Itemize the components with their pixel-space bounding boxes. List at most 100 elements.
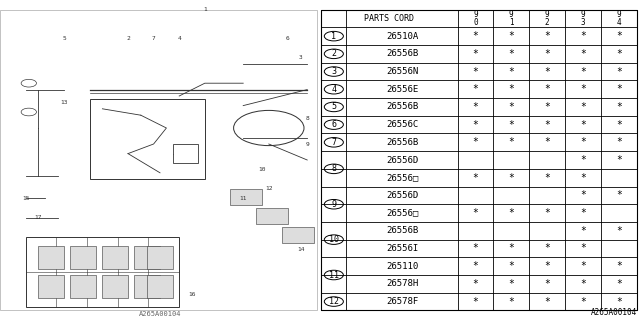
Text: *: * <box>580 102 586 112</box>
Text: 10: 10 <box>329 235 339 244</box>
Text: *: * <box>472 120 478 130</box>
Text: 16: 16 <box>188 292 196 297</box>
Text: PARTS CORD: PARTS CORD <box>364 14 415 23</box>
Text: 26556D: 26556D <box>386 156 418 164</box>
Text: 6: 6 <box>286 36 290 41</box>
Text: 12: 12 <box>265 186 273 191</box>
Text: 11: 11 <box>239 196 247 201</box>
Text: *: * <box>544 49 550 59</box>
Bar <box>70 275 96 298</box>
Text: *: * <box>616 297 622 307</box>
Text: 26556B: 26556B <box>386 102 418 111</box>
Text: 10: 10 <box>259 167 266 172</box>
Bar <box>282 227 314 243</box>
Text: *: * <box>580 120 586 130</box>
Bar <box>134 275 160 298</box>
Text: *: * <box>616 155 622 165</box>
Bar <box>70 246 96 269</box>
Text: 12: 12 <box>329 297 339 306</box>
Bar <box>38 275 64 298</box>
Text: 26556□: 26556□ <box>386 209 418 218</box>
Text: 265110: 265110 <box>386 262 418 271</box>
Text: *: * <box>580 67 586 76</box>
Text: 15: 15 <box>22 196 29 201</box>
Bar <box>321 10 637 310</box>
Text: *: * <box>544 279 550 289</box>
Text: *: * <box>580 261 586 271</box>
Text: 9
0: 9 0 <box>473 10 478 27</box>
Text: *: * <box>616 49 622 59</box>
Text: 5: 5 <box>332 102 337 111</box>
Text: *: * <box>508 49 515 59</box>
Text: 9
4: 9 4 <box>616 10 621 27</box>
Text: *: * <box>508 244 515 253</box>
Text: 9
3: 9 3 <box>580 10 586 27</box>
Text: *: * <box>616 190 622 200</box>
Text: *: * <box>616 102 622 112</box>
Circle shape <box>21 79 36 87</box>
Bar <box>147 246 173 269</box>
Bar <box>102 275 128 298</box>
Text: 3: 3 <box>299 55 303 60</box>
Text: *: * <box>580 173 586 183</box>
Text: 7: 7 <box>152 36 156 41</box>
Text: *: * <box>544 31 550 41</box>
Text: *: * <box>616 137 622 147</box>
Text: *: * <box>580 137 586 147</box>
Text: 26510A: 26510A <box>386 32 418 41</box>
Text: *: * <box>472 208 478 218</box>
Text: 11: 11 <box>329 270 339 279</box>
Text: *: * <box>472 297 478 307</box>
Text: 3: 3 <box>332 67 337 76</box>
Text: *: * <box>508 120 515 130</box>
Text: 5: 5 <box>62 36 66 41</box>
Text: 26578H: 26578H <box>386 279 418 288</box>
Bar <box>38 246 64 269</box>
Text: 7: 7 <box>332 138 337 147</box>
Text: *: * <box>616 120 622 130</box>
Text: 14: 14 <box>297 247 305 252</box>
Text: *: * <box>580 297 586 307</box>
Text: 2: 2 <box>126 36 130 41</box>
Text: *: * <box>508 279 515 289</box>
Text: A265A00104: A265A00104 <box>139 311 181 317</box>
Text: *: * <box>580 190 586 200</box>
Text: *: * <box>580 244 586 253</box>
Text: A265A00104: A265A00104 <box>591 308 637 317</box>
Text: *: * <box>472 244 478 253</box>
Text: 4: 4 <box>177 36 181 41</box>
Text: 9: 9 <box>305 141 309 147</box>
Text: *: * <box>508 208 515 218</box>
Text: 26556B: 26556B <box>386 138 418 147</box>
Text: 26556□: 26556□ <box>386 173 418 182</box>
Text: 9
2: 9 2 <box>545 10 550 27</box>
Text: *: * <box>544 173 550 183</box>
Text: *: * <box>508 173 515 183</box>
Text: *: * <box>508 297 515 307</box>
Text: *: * <box>544 297 550 307</box>
Text: *: * <box>580 84 586 94</box>
Text: *: * <box>616 226 622 236</box>
Text: 26556E: 26556E <box>386 85 418 94</box>
Text: *: * <box>472 31 478 41</box>
Text: *: * <box>472 102 478 112</box>
Text: 26556B: 26556B <box>386 226 418 235</box>
Text: *: * <box>544 102 550 112</box>
Bar <box>102 246 128 269</box>
Text: *: * <box>472 67 478 76</box>
Text: 9: 9 <box>332 200 337 209</box>
Text: *: * <box>472 173 478 183</box>
Text: *: * <box>508 137 515 147</box>
Bar <box>230 189 262 205</box>
Bar <box>0 10 317 310</box>
Bar <box>173 144 198 163</box>
Text: *: * <box>616 261 622 271</box>
Text: *: * <box>544 208 550 218</box>
Text: *: * <box>544 120 550 130</box>
Text: *: * <box>580 226 586 236</box>
Text: 13: 13 <box>60 100 68 105</box>
Text: *: * <box>472 261 478 271</box>
Text: *: * <box>508 84 515 94</box>
Text: *: * <box>544 137 550 147</box>
Bar <box>90 99 205 179</box>
